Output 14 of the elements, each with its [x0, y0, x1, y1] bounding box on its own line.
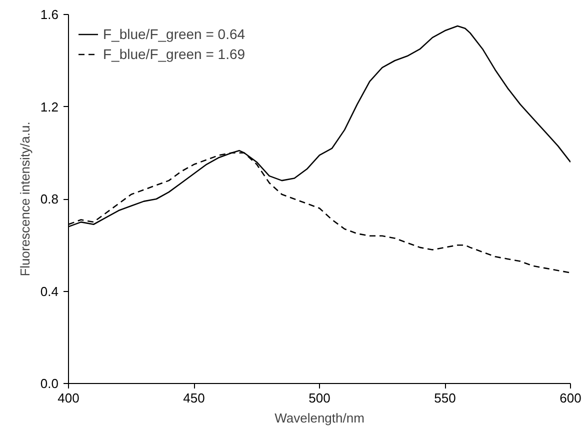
x-tick-label: 500	[308, 390, 330, 406]
y-axis-title: Fluorescence intensity/a.u.	[17, 122, 32, 276]
y-tick-label: 1.6	[40, 7, 59, 22]
x-tick-label: 550	[434, 390, 456, 406]
x-axis-title: Wavelength/nm	[274, 410, 364, 426]
legend-label: F_blue/F_green = 0.64	[103, 26, 246, 42]
x-tick-label: 400	[58, 390, 80, 406]
y-tick-label: 0.8	[40, 192, 59, 206]
x-tick-label: 600	[560, 390, 582, 406]
y-tick-label: 0.4	[40, 284, 59, 299]
legend-label: F_blue/F_green = 1.69	[103, 46, 246, 62]
y-tick-label: 0.0	[40, 376, 59, 391]
x-tick-label: 450	[183, 390, 205, 406]
y-tick-label: 1.2	[40, 99, 59, 114]
